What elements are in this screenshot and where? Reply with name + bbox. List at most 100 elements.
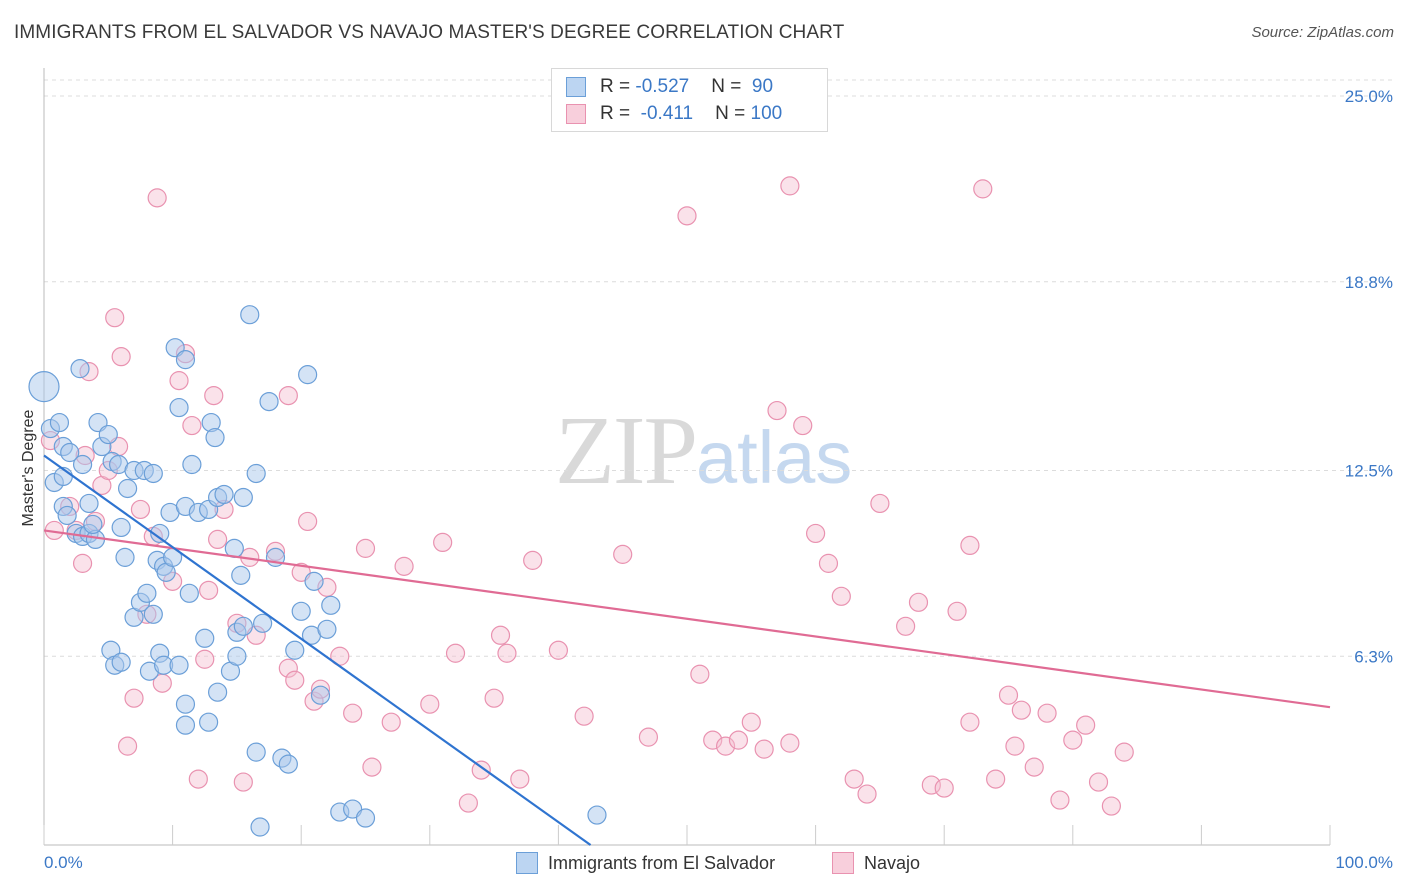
x-tick-label: 100.0% [1335,853,1393,872]
el-salvador-point [205,427,225,448]
navajo-point [831,586,851,606]
navajo-point [780,176,800,196]
bottom-legend-swatch-pink [832,852,854,874]
navajo-trend-line [43,529,1331,709]
navajo-point [780,733,800,753]
navajo-point [896,616,916,636]
navajo-point [471,760,491,780]
navajo-point [998,685,1019,705]
el-salvador-point [49,412,70,433]
navajo-point [285,670,305,690]
navajo-point [188,769,208,789]
navajo-point [510,769,530,789]
y-axis-label: Master's Degree [20,409,37,526]
navajo-point [278,658,298,678]
el-salvador-point [182,454,202,475]
el-salvador-point [291,601,311,621]
el-salvador-point [310,685,331,705]
el-salvador-point [169,397,189,418]
el-salvador-point [175,715,196,735]
navajo-point [355,538,376,558]
el-salvador-point [111,652,131,672]
bottom-legend-swatch-blue [516,852,538,874]
el-salvador-point [317,619,337,639]
y-tick-label: 18.8% [1345,273,1393,292]
el-salvador-point [587,805,607,825]
navajo-point [445,643,466,663]
el-salvador-trend-line [43,454,592,846]
el-salvador-point [137,583,157,603]
el-salvador-point [98,424,118,445]
legend-n-value: 100 [750,103,783,124]
navajo-point [199,580,219,600]
navajo-point [1024,757,1044,777]
navajo-point [960,535,980,556]
el-salvador-point [233,616,253,636]
navajo-point [1050,790,1070,810]
navajo-point [1063,730,1083,750]
el-salvador-point [240,305,260,325]
navajo-point [638,727,659,747]
navajo-point [490,625,511,645]
el-salvador-point [72,454,93,475]
navajo-point [182,415,202,436]
el-salvador-point [259,391,279,412]
el-salvador-point [117,478,138,499]
el-salvador-point [175,350,196,370]
el-salvador-point [253,613,273,633]
navajo-point [870,493,890,514]
navajo-point [793,415,813,436]
navajo-point [72,553,93,573]
navajo-point [484,688,504,708]
bottom-legend-label: Immigrants from El Salvador [548,852,776,873]
navajo-point [908,592,929,612]
navajo-point [767,400,787,421]
el-salvador-point [246,742,266,762]
legend-row-navajo: R = -0.411 N = 100 [566,102,782,126]
x-tick-label: 0.0% [44,853,83,872]
legend-n-label: N = [711,76,747,97]
navajo-point [458,793,478,813]
el-salvador-point [57,505,77,526]
bottom-legend-el-salvador: Immigrants from El Salvador [516,852,775,874]
navajo-point [278,386,298,406]
el-salvador-point [195,628,215,648]
navajo-point [204,386,224,406]
el-salvador-point [111,517,131,538]
navajo-point [548,640,569,660]
legend-swatch-pink [566,104,586,124]
y-tick-label: 12.5% [1345,462,1393,481]
legend-swatch-blue [566,77,586,97]
navajo-point [574,706,594,726]
el-salvador-point [285,640,305,660]
el-salvador-point [355,808,376,828]
navajo-point [420,694,440,714]
tick-labels: 6.3% 12.5% 18.8% 25.0% 0.0% 100.0% Master's De… [20,87,1393,872]
chart-title: IMMIGRANTS FROM EL SALVADOR VS NAVAJO MA… [14,22,845,43]
el-salvador-point [231,565,251,585]
el-salvador-point [321,595,341,615]
el-salvador-point [175,694,196,714]
el-salvador-point [199,712,219,732]
navajo-point [298,511,318,532]
legend-row-el-salvador: R = -0.527 N = 90 [566,75,773,99]
legend-r-value: -0.527 [635,76,690,97]
el-salvador-point [208,682,228,702]
navajo-point [343,703,363,723]
navajo-point [362,757,382,777]
navajo-point [130,499,151,520]
navajo-point [1114,742,1134,762]
navajo-point [111,347,131,367]
bottom-legend-navajo: Navajo [832,852,920,874]
axes [43,68,1331,846]
navajo-point [677,206,697,226]
legend-r-value: -0.411 [635,103,694,124]
el-salvador-point [214,484,234,505]
navajo-point [1037,703,1057,723]
el-salvador-point [60,442,80,463]
navajo-point [805,523,826,544]
legend-n-label: N = [715,103,751,124]
watermark: ZIPatlas [555,395,852,507]
el-salvador-point [143,604,163,624]
navajo-point [233,772,253,792]
